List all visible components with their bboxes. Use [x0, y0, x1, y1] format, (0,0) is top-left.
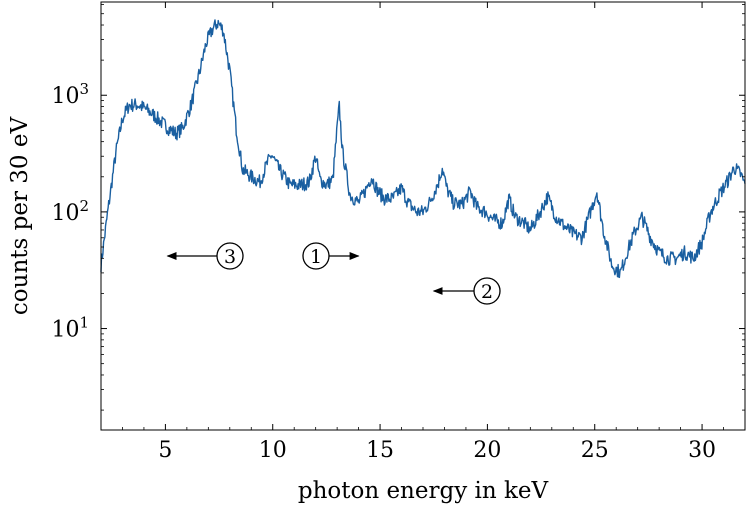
x-tick-label: 5 — [158, 438, 172, 463]
y-tick-label: 101 — [51, 314, 89, 343]
x-tick-label: 10 — [259, 438, 287, 463]
plot-frame — [100, 1, 746, 431]
x-tick-label: 30 — [688, 438, 716, 463]
x-tick-label: 20 — [473, 438, 501, 463]
annotation-label: 1 — [310, 246, 322, 268]
peak-annotations: 3 1 2 — [166, 242, 501, 305]
annotation-3: 3 — [166, 242, 244, 270]
annotation-1: 1 — [302, 242, 360, 270]
y-axis-title: counts per 30 eV — [7, 117, 33, 316]
axis-ticks: 5 10 15 20 25 30 101 102 103 — [51, 2, 746, 463]
annotation-circle — [302, 242, 330, 270]
annotation-2: 2 — [432, 277, 501, 305]
x-tick-label: 15 — [366, 438, 394, 463]
annotation-label: 3 — [224, 246, 236, 268]
annotation-circle — [473, 277, 501, 305]
x-axis-title: photon energy in keV — [298, 478, 549, 504]
annotation-circle — [216, 242, 244, 270]
y-tick-label: 102 — [51, 197, 89, 226]
plot-lines — [100, 19, 746, 279]
y-tick-label: 103 — [51, 80, 89, 109]
series-line-1 — [100, 19, 746, 279]
x-tick-label: 25 — [581, 438, 609, 463]
annotation-label: 2 — [481, 281, 493, 303]
